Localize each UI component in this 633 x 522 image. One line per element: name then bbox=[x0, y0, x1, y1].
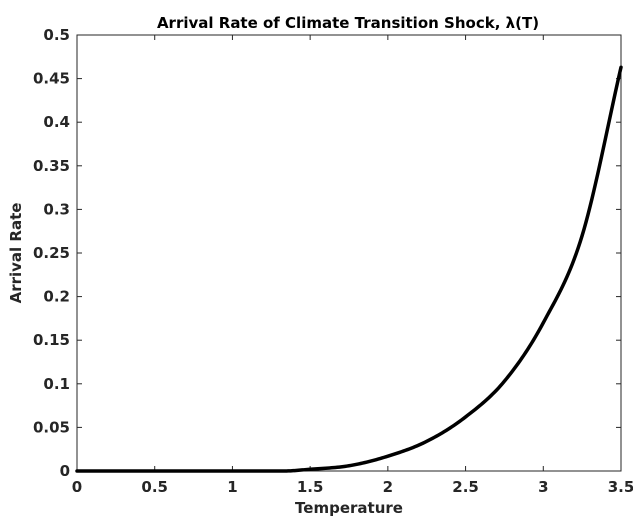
y-tick-label: 0.35 bbox=[33, 157, 70, 175]
x-tick-label: 3.5 bbox=[608, 478, 633, 496]
y-tick-label: 0.15 bbox=[33, 331, 70, 349]
x-tick-label: 3 bbox=[538, 478, 548, 496]
y-tick-label: 0.3 bbox=[43, 200, 70, 218]
x-tick-label: 2.5 bbox=[452, 478, 479, 496]
y-tick-label: 0.45 bbox=[33, 70, 70, 88]
y-tick-label: 0.2 bbox=[43, 288, 70, 306]
y-tick-label: 0.05 bbox=[33, 418, 70, 436]
axis-ticks: 0 0.5 1 1.5 2 2.5 3 3.5 0 0.05 0.1 0.15 0.2 0.25 0.3 0.… bbox=[33, 26, 633, 496]
x-tick-label: 1.5 bbox=[297, 478, 324, 496]
series-line bbox=[75, 65, 623, 473]
plot-area bbox=[76, 34, 622, 472]
y-tick-label: 0.5 bbox=[43, 26, 70, 44]
y-axis-label: Arrival Rate bbox=[7, 203, 25, 304]
y-tick-label: 0 bbox=[60, 462, 70, 480]
x-tick-label: 0 bbox=[72, 478, 82, 496]
y-tick-label: 0.4 bbox=[43, 113, 70, 131]
x-tick-label: 1 bbox=[227, 478, 237, 496]
x-axis-label: Temperature bbox=[295, 499, 403, 517]
x-tick-label: 2 bbox=[383, 478, 393, 496]
chart-title: Arrival Rate of Climate Transition Shock… bbox=[157, 14, 539, 32]
y-tick-label: 0.25 bbox=[33, 244, 70, 262]
y-tick-label: 0.1 bbox=[43, 375, 70, 393]
x-tick-label: 0.5 bbox=[141, 478, 168, 496]
